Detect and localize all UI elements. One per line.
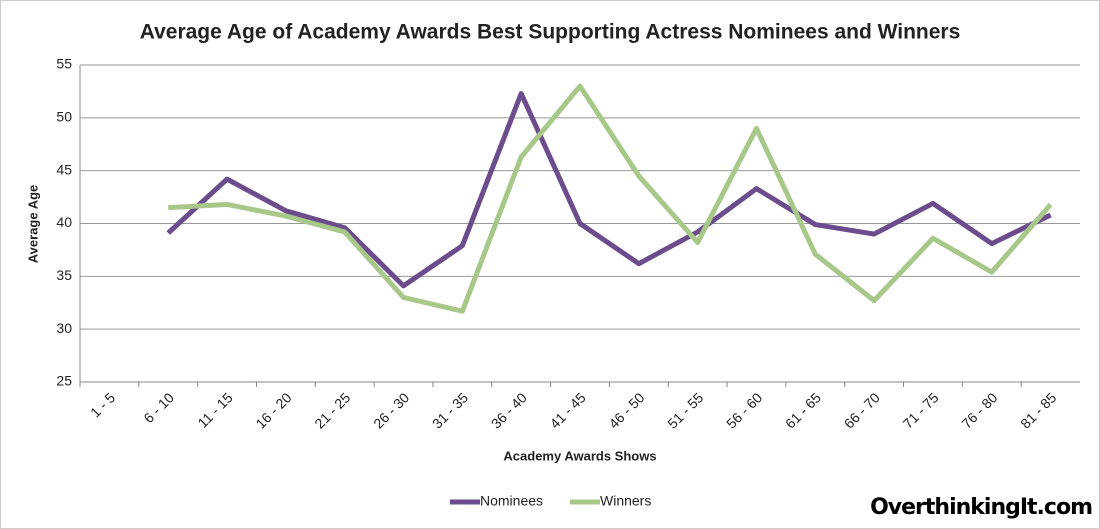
series-line [166,91,1052,289]
y-tick-label: 40 [56,214,72,230]
y-tick-label: 25 [56,373,72,389]
x-axis-title: Academy Awards Shows [503,448,656,463]
legend-label: Winners [600,493,651,509]
y-tick-label: 45 [56,161,72,177]
y-axis-title: Average Age [25,185,40,264]
chart-title: Average Age of Academy Awards Best Suppo… [140,21,961,44]
y-tick-label: 55 [56,56,72,72]
watermark: OverthinkingIt.com [870,495,1092,520]
y-tick-label: 50 [56,109,72,125]
legend-label: Nominees [480,493,543,509]
y-tick-label: 30 [56,320,72,336]
series-line [168,83,1053,314]
y-tick-label: 35 [56,267,72,283]
